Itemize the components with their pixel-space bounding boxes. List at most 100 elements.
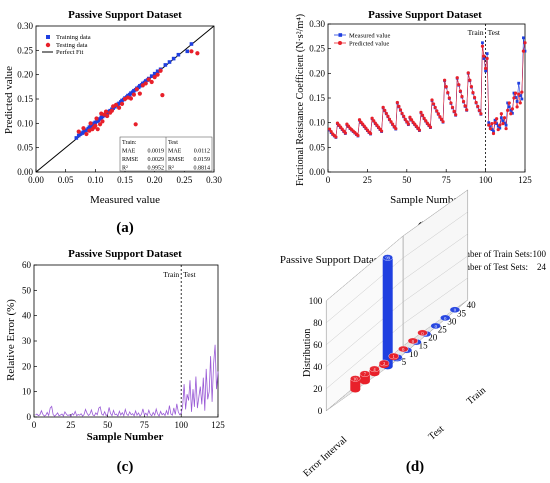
panel-a-train-point — [163, 63, 168, 67]
panel-d-test-bar-cap — [359, 370, 371, 377]
panel-a-test-point — [152, 75, 157, 80]
panel-b-predicted-point — [383, 108, 387, 112]
panel-b-predicted-point — [491, 131, 496, 136]
panel-b-predicted-point — [398, 108, 403, 112]
panel-b-predicted-point — [484, 66, 488, 70]
panel-b-predicted-point — [329, 129, 333, 134]
panel-a-stats-test-label: R² — [168, 166, 174, 172]
panel-a-test-point — [149, 79, 154, 85]
panel-c-letter: (c) — [117, 459, 134, 475]
panel-b-divider-train-label: Train — [468, 28, 484, 37]
panel-b-legend-measured-marker — [338, 33, 343, 37]
panel-a-train-point — [152, 71, 157, 76]
panel-d-test-bar-cap — [417, 329, 428, 336]
panel-b-y-tick-label: 0.10 — [309, 118, 325, 128]
panel-d-note-train-value: 100 — [533, 249, 547, 259]
panel-a-test-point — [160, 93, 165, 98]
panel-a-stats-row-label: MAE — [122, 149, 136, 155]
panel-b-measured-point — [522, 36, 525, 40]
panel-d-z-tick-label: 60 — [313, 340, 323, 350]
panel-b-predicted-point — [431, 102, 436, 106]
panel-a-test-point — [131, 92, 136, 97]
panel-b-measured-point — [481, 41, 484, 45]
panel-b-predicted-point — [397, 104, 401, 108]
panel-a-letter: (a) — [116, 220, 134, 236]
panel-b-x-tick-label: 25 — [363, 175, 373, 185]
panel-b-predicted-point — [513, 91, 518, 95]
panel-b-measured-point — [499, 116, 503, 120]
panel-b-predicted-point — [334, 135, 338, 139]
panel-b-predicted-point — [460, 94, 464, 99]
panel-c-y-tick-label: 10 — [22, 387, 32, 397]
panel-a-stats-row-label: RMSE — [122, 157, 139, 163]
panel-b-divider-test-label: Test — [488, 28, 501, 37]
panel-d-title: Passive Support Dataset — [280, 254, 386, 266]
panel-c-x-tick-label: 125 — [211, 420, 225, 430]
panel-b-predicted-point — [463, 104, 467, 108]
panel-d-note-train-label: Number of Train Sets: — [452, 249, 532, 259]
panel-b-predicted-point — [450, 105, 455, 109]
panel-d-test-bar-cap — [369, 365, 380, 373]
panel-a-test-point — [119, 101, 125, 106]
panel-b-measured-point — [517, 81, 521, 85]
panel-a-train-point — [74, 136, 79, 140]
panel-a-train-point — [167, 60, 172, 64]
panel-c-x-tick-label: 75 — [140, 420, 150, 430]
panel-b-predicted-point — [372, 119, 376, 123]
panel-b-predicted-point — [402, 114, 406, 118]
panel-a-y-tick-label: 0.05 — [17, 143, 33, 153]
panel-d-test-bar-label: 4 — [373, 367, 376, 372]
panel-a-test-point — [189, 49, 194, 54]
panel-b-predicted-point — [395, 100, 399, 105]
panel-a-legend-test-marker — [45, 42, 51, 48]
panel-b-y-tick-label: 0.25 — [309, 44, 325, 54]
panel-a-x-tick-label: 0.05 — [58, 175, 74, 185]
panel-b-measured-point — [503, 121, 506, 125]
panel-a-test-point — [158, 68, 163, 73]
panel-b-predicted-point — [502, 116, 507, 120]
panel-b-predicted-point — [488, 126, 492, 131]
panel-b-predicted-point — [501, 122, 505, 126]
panel-c-y-tick-label: 40 — [22, 311, 32, 321]
panel-b-predicted-point — [476, 104, 480, 108]
panel-a-test-point — [134, 87, 139, 92]
panel-a-title: Passive Support Dataset — [68, 9, 182, 21]
panel-d-test-bar-base — [359, 378, 370, 385]
panel-b-predicted-point — [443, 78, 447, 82]
panel-a-y-tick-label: 0.25 — [17, 45, 33, 55]
panel-c-line-chart: Passive Support Dataset 0 25 50 75 100 125 0 10… — [5, 248, 225, 475]
panel-d-test-bar-cap — [388, 352, 399, 360]
panel-b-predicted-point — [521, 49, 526, 53]
panel-b-x-axis-label: Sample Number — [390, 194, 462, 206]
panel-b-predicted-point — [495, 117, 499, 121]
panel-b-predicted-point — [496, 127, 500, 132]
panel-d-train-bar-cap — [449, 306, 461, 313]
panel-a-stats-train-value: 0.0019 — [148, 149, 165, 155]
panel-b-predicted-point — [381, 105, 385, 109]
panel-a-x-tick-label: 0.25 — [176, 175, 192, 185]
panel-b-measured-point — [482, 57, 486, 60]
panel-b-measured-point — [514, 96, 517, 99]
panel-b-x-tick-label: 100 — [479, 175, 493, 185]
panel-a-test-point — [109, 108, 115, 113]
panel-a-test-point — [88, 121, 93, 126]
panel-a-y-tick-label: 0.10 — [17, 118, 33, 128]
panel-d-z-tick-label: 40 — [313, 362, 323, 372]
panel-a-train-point — [149, 74, 154, 78]
panel-a-test-point — [105, 113, 110, 119]
panel-d-x-axis-label: Error Interval — [301, 434, 349, 479]
panel-a-test-point — [137, 91, 142, 96]
panel-d-x-tick-label: 40 — [467, 300, 477, 310]
panel-b-predicted-point — [419, 110, 423, 114]
panel-b-y-tick-label: 0.15 — [309, 93, 325, 103]
panel-a-x-tick-label: 0.15 — [117, 175, 133, 185]
panel-b-line-chart: Passive Support Dataset 0 25 50 75 100 125 0.0… — [295, 9, 532, 236]
panel-a-x-axis-label: Measured value — [90, 194, 160, 206]
panel-d-test-bar-cap — [378, 359, 390, 367]
panel-b-predicted-point — [510, 107, 514, 111]
panel-b-predicted-point — [441, 120, 445, 124]
panel-b-predicted-point — [471, 90, 475, 95]
panel-b-measured-point — [510, 111, 514, 115]
panel-d-test-bar-label: 0 — [402, 347, 405, 352]
